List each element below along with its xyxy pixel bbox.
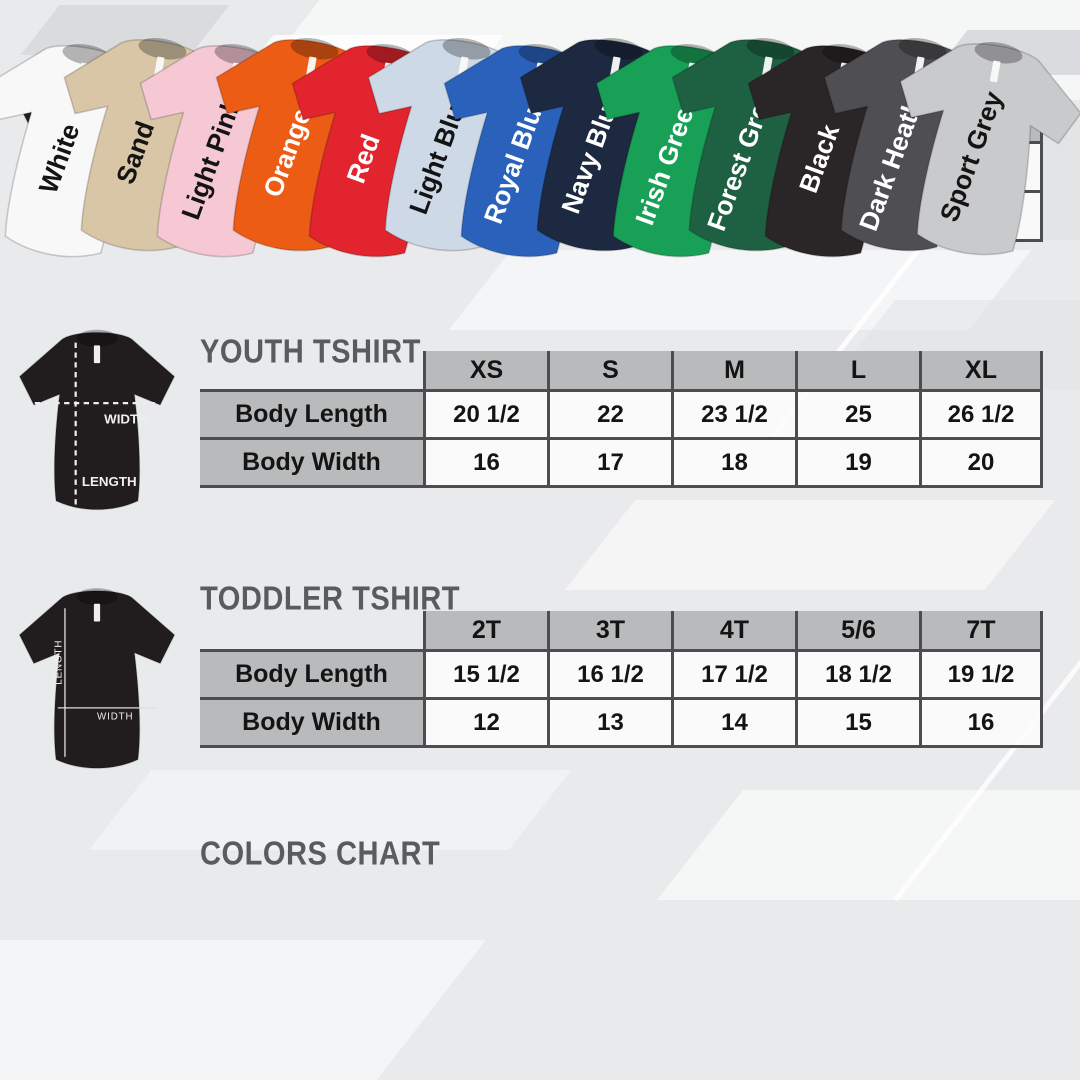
size-value: 19 (795, 440, 919, 485)
size-value: 20 (919, 440, 1043, 485)
row-label: Body Width (200, 700, 423, 745)
black-tee-graphic (18, 587, 176, 769)
width-label: WIDTH (97, 711, 134, 722)
youth-size-table: XS S M L XL Body Length 20 1/2 22 23 1/2… (200, 351, 1043, 488)
length-label: LENGTH (82, 474, 137, 489)
table-row: Body Width 16 17 18 19 20 (200, 437, 1043, 488)
corner-spacer (200, 351, 423, 389)
size-header: S (547, 351, 671, 389)
size-value: 18 (671, 440, 795, 485)
size-value: 18 1/2 (795, 652, 919, 697)
size-header: 5/6 (795, 611, 919, 649)
size-header: XL (919, 351, 1043, 389)
toddler-title: TODDLER TSHIRT (200, 581, 461, 618)
size-header: 7T (919, 611, 1043, 649)
bg-shape (657, 790, 1080, 900)
row-label: Body Length (200, 392, 423, 437)
youth-title: YOUTH TSHIRT (200, 334, 421, 371)
bg-shape (0, 940, 486, 1080)
row-label: Body Length (200, 652, 423, 697)
table-header-row: 2T 3T 4T 5/6 7T (200, 611, 1043, 649)
corner-spacer (200, 611, 423, 649)
size-value: 23 1/2 (671, 392, 795, 437)
bg-shape (564, 500, 1056, 590)
size-value: 25 (795, 392, 919, 437)
table-row: Body Width 12 13 14 15 16 (200, 697, 1043, 748)
size-value: 17 (547, 440, 671, 485)
size-value: 15 1/2 (423, 652, 547, 697)
youth-measure-diagram: WIDTH LENGTH (19, 329, 175, 511)
size-header: 3T (547, 611, 671, 649)
size-value: 16 1/2 (547, 652, 671, 697)
size-value: 20 1/2 (423, 392, 547, 437)
size-value: 17 1/2 (671, 652, 795, 697)
size-value: 22 (547, 392, 671, 437)
table-row: Body Length 20 1/2 22 23 1/2 25 26 1/2 (200, 389, 1043, 437)
size-value: 16 (423, 440, 547, 485)
size-value: 16 (919, 700, 1043, 745)
color-shirt-orange: Orange (172, 4, 425, 275)
row-label: Body Width (200, 440, 423, 485)
size-value: 14 (671, 700, 795, 745)
table-header-row: XS S M L XL (200, 351, 1043, 389)
length-label: LENGTH (53, 640, 64, 685)
size-header: 4T (671, 611, 795, 649)
color-swatch-row: White Sand Light Pink Orange Red Light B… (0, 18, 1080, 272)
table-row: Body Length 15 1/2 16 1/2 17 1/2 18 1/2 … (200, 649, 1043, 697)
size-value: 19 1/2 (919, 652, 1043, 697)
toddler-measure-diagram: LENGTH WIDTH (18, 587, 176, 769)
color-shirt-sport-grey: Sport Grey (856, 8, 1080, 279)
size-value: 26 1/2 (919, 392, 1043, 437)
color-shirt-light-pink: Light Pink (96, 10, 349, 281)
size-header: M (671, 351, 795, 389)
colors-chart-title: COLORS CHART (200, 836, 441, 873)
size-value: 15 (795, 700, 919, 745)
size-header: 2T (423, 611, 547, 649)
color-shirt-red: Red (248, 10, 501, 281)
size-value: 13 (547, 700, 671, 745)
color-shirt-white: White (0, 10, 197, 281)
width-label: WIDTH (104, 412, 148, 427)
size-header: L (795, 351, 919, 389)
size-header: XS (423, 351, 547, 389)
color-shirt-sand: Sand (20, 4, 273, 275)
size-value: 12 (423, 700, 547, 745)
toddler-size-table: 2T 3T 4T 5/6 7T Body Length 15 1/2 16 1/… (200, 611, 1043, 748)
